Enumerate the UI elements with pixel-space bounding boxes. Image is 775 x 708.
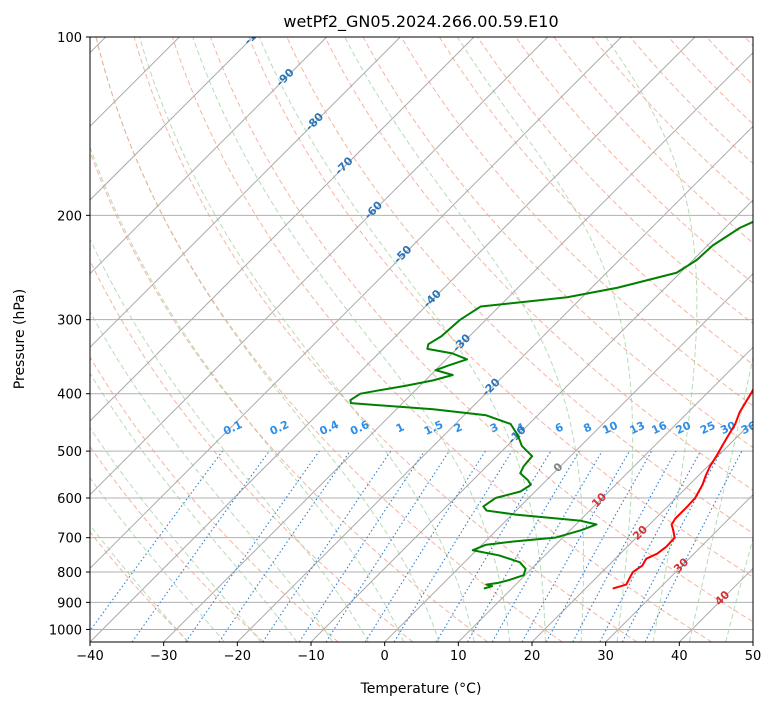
x-tick-label: −30: [150, 649, 177, 664]
dry-adiabat-line: [90, 259, 414, 642]
isotherm-line: [90, 37, 549, 496]
moist-adiabat-line: [344, 37, 585, 642]
isotherm-line: [457, 346, 753, 642]
mixing-ratio-label: 25: [698, 419, 717, 437]
x-tick-label: −10: [297, 649, 324, 664]
x-tick-label: 30: [597, 649, 614, 664]
dry-adiabat-line: [324, 37, 753, 491]
isotherm-line: [90, 37, 696, 642]
background-lines: [90, 37, 753, 642]
mixing-ratio-label: 10: [600, 419, 620, 437]
isotherm-line: [163, 51, 753, 642]
moist-adiabat-line: [90, 310, 334, 642]
dry-adiabat-line: [133, 37, 638, 642]
moist-adiabat-line: [192, 37, 511, 642]
dry-adiabat-line: [248, 37, 753, 578]
dry-adiabat-line: [439, 37, 753, 366]
moist-adiabat-line: [90, 237, 369, 642]
x-tick-label: 0: [381, 649, 389, 664]
dry-adiabat-line: [591, 37, 753, 204]
mixing-ratio-label: 36: [739, 419, 759, 437]
isotherm-line: [90, 37, 401, 349]
x-tick-label: 50: [745, 649, 762, 664]
axes: −40 −30 −20 −10 0 10 20 30 40 50 100 200 300 400 500 60…: [49, 31, 761, 664]
x-tick-label: −20: [224, 649, 251, 664]
mixing-ratio-label: 30: [718, 419, 738, 437]
isotherm-label: -100: [241, 19, 270, 48]
x-tick-label: −40: [76, 649, 103, 664]
profile-line: [349, 220, 753, 590]
y-tick-label: 1000: [49, 623, 82, 638]
x-tick-label: 20: [524, 649, 541, 664]
x-tick-label: 10: [450, 649, 467, 664]
x-tick-label: 40: [671, 649, 688, 664]
isotherm-line: [605, 493, 753, 642]
profile-line: [612, 387, 753, 590]
dry-adiabat-line: [95, 37, 563, 642]
mixing-ratio-line: [364, 450, 486, 642]
y-tick-label: 500: [57, 445, 82, 460]
mixing-ratio-line: [131, 450, 270, 642]
mixing-ratio-label: 20: [674, 419, 694, 437]
y-tick-label: 700: [57, 532, 82, 547]
isotherm-line: [384, 272, 753, 642]
isotherm-line: [531, 420, 753, 642]
moist-adiabat-line: [139, 37, 475, 642]
dry-adiabat-line: [90, 150, 488, 642]
y-tick-label: 200: [57, 209, 82, 224]
moist-adiabat-line: [605, 37, 698, 642]
mixing-ratio-line: [435, 450, 552, 642]
chart-title: wetPf2_GN05.2024.266.00.59.E10: [283, 12, 558, 32]
y-tick-label: 300: [57, 314, 82, 329]
mixing-ratio-line: [90, 450, 223, 632]
dry-adiabat-line: [400, 37, 753, 407]
x-axis-label: Temperature (°C): [360, 681, 482, 697]
dry-adiabat-line: [286, 37, 753, 534]
moist-adiabat-line: [90, 477, 225, 642]
y-tick-label: 900: [57, 596, 82, 611]
moist-adiabat-line: [688, 354, 753, 642]
y-axis-label: Pressure (hPa): [12, 289, 28, 389]
mixing-ratio-line: [393, 450, 513, 642]
mixing-ratio-label: 16: [650, 419, 670, 437]
y-tick-label: 400: [57, 388, 82, 403]
mixing-ratio-line: [572, 450, 677, 642]
isotherm-line: [90, 37, 328, 275]
plot-frame: [89, 36, 754, 643]
mixing-ratio-line: [545, 450, 653, 642]
mixing-ratio-line: [185, 450, 320, 642]
dry-adiabat-line: [553, 37, 753, 244]
dry-adiabat-line: [210, 37, 753, 623]
moist-adiabat-line: [90, 426, 262, 642]
dry-adiabat-line: [90, 531, 190, 642]
y-tick-label: 100: [57, 31, 82, 46]
isotherm-line: [310, 199, 753, 642]
mixing-ratio-line: [491, 450, 603, 642]
isotherm-line: [90, 37, 475, 422]
moist-adiabat-line: [90, 145, 405, 642]
mixing-ratio-line: [218, 450, 351, 642]
profile-series: [349, 220, 753, 590]
isotherm-line: [90, 37, 622, 570]
mixing-ratio-line: [467, 450, 580, 642]
mixing-ratio-line: [325, 450, 450, 642]
mixing-ratio-line: [521, 450, 630, 642]
isotherm-line: [90, 37, 254, 201]
moist-adiabat-line: [90, 372, 298, 642]
isotherm-line: [236, 125, 753, 642]
dry-adiabat-line: [90, 356, 339, 642]
y-tick-label: 800: [57, 566, 82, 581]
mixing-ratio-label: 13: [628, 419, 647, 437]
y-tick-label: 600: [57, 492, 82, 507]
dry-adiabat-line: [477, 37, 753, 325]
moist-adiabat-line: [725, 536, 753, 642]
dry-adiabat-line: [171, 37, 712, 642]
